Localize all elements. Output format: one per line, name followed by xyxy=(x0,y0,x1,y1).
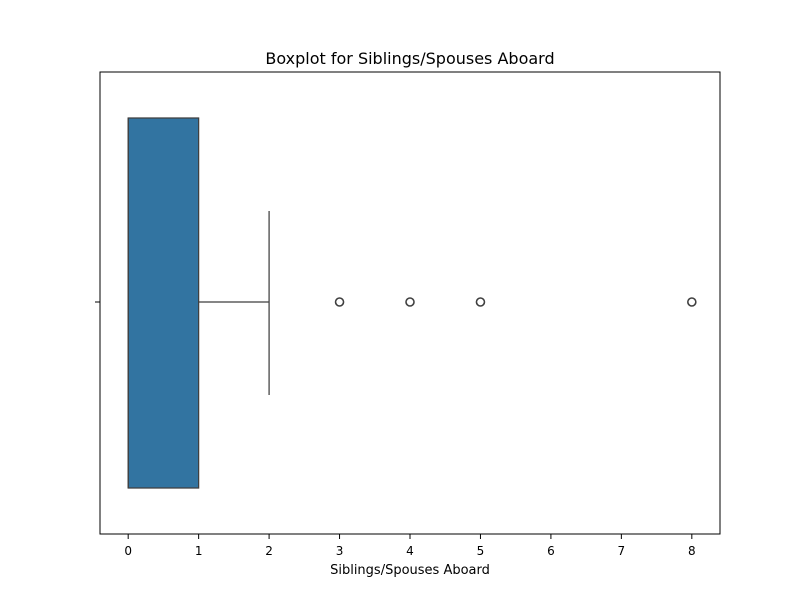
x-tick-label: 2 xyxy=(265,544,273,558)
x-tick-label: 5 xyxy=(477,544,485,558)
x-tick-label: 0 xyxy=(124,544,132,558)
outlier-point xyxy=(687,297,697,307)
x-tick-label: 6 xyxy=(547,544,555,558)
outlier-point xyxy=(405,297,415,307)
x-axis: 0 1 2 3 4 5 6 7 8 xyxy=(95,301,696,558)
x-tick-label: 3 xyxy=(336,544,344,558)
outlier-point xyxy=(475,297,486,307)
x-tick-label: 7 xyxy=(618,544,626,558)
x-tick-label: 1 xyxy=(195,544,203,558)
chart-title: Boxplot for Siblings/Spouses Aboard xyxy=(265,49,554,68)
x-tick-label: 8 xyxy=(688,544,696,558)
x-tick-label: 4 xyxy=(406,544,414,558)
outlier-point xyxy=(334,297,345,307)
x-axis-label: Siblings/Spouses Aboard xyxy=(330,563,490,578)
box-iqr xyxy=(127,117,200,489)
chart-marks xyxy=(127,117,697,489)
